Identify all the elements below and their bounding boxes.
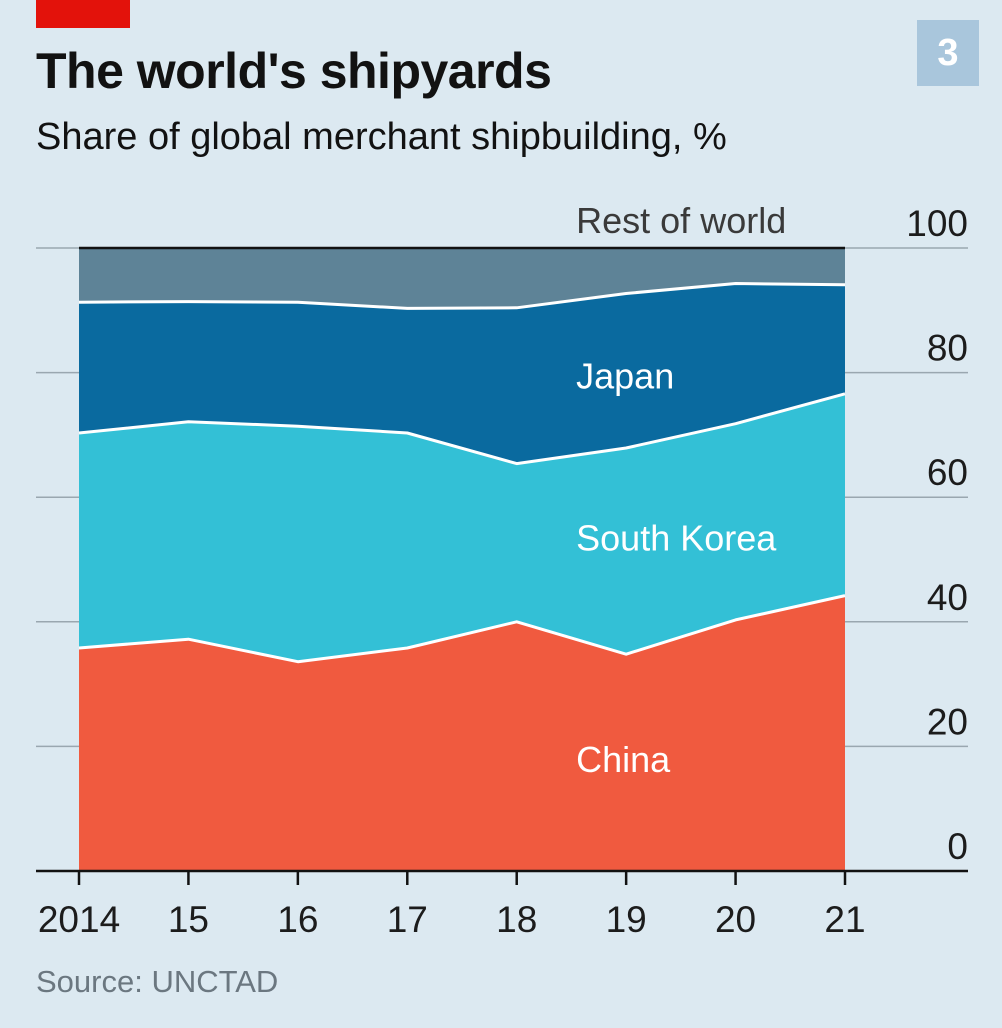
boundary-japan <box>78 282 846 310</box>
boundary-south-korea <box>78 392 846 466</box>
y-tick-label-20: 20 <box>927 701 968 742</box>
axes: 0 20 40 60 80 100 2014 15 16 17 18 19 20 21 <box>36 203 968 940</box>
series-boundaries <box>78 246 846 664</box>
area-rest-of-world <box>79 248 845 309</box>
brand-tag <box>36 0 130 28</box>
area-south-korea <box>79 393 845 662</box>
chart-subtitle: Share of global merchant shipbuilding, % <box>36 116 727 158</box>
x-tick-label-20: 20 <box>715 899 756 940</box>
series-label-china: China <box>576 739 671 780</box>
chart-title: The world's shipyards <box>36 43 552 99</box>
x-tick-label-19: 19 <box>606 899 647 940</box>
y-tick-label-40: 40 <box>927 577 968 618</box>
area-series <box>79 248 845 871</box>
area-china <box>79 595 845 871</box>
source-note: Source: UNCTAD <box>36 964 279 999</box>
y-tick-label-60: 60 <box>927 452 968 493</box>
area-japan <box>79 283 845 464</box>
x-tick-label-21: 21 <box>824 899 865 940</box>
x-tick-label-15: 15 <box>168 899 209 940</box>
x-tick-label-18: 18 <box>496 899 537 940</box>
series-label-japan: Japan <box>576 356 674 397</box>
series-labels: China South Korea Japan Rest of world <box>576 200 786 780</box>
chart-number-badge: 3 <box>917 20 979 86</box>
x-tick-label-16: 16 <box>277 899 318 940</box>
series-label-rest-of-world: Rest of world <box>576 200 786 241</box>
x-tick-label-17: 17 <box>387 899 428 940</box>
series-label-south-korea: South Korea <box>576 518 777 559</box>
boundary-china <box>78 594 846 664</box>
x-tick-label-2014: 2014 <box>38 899 120 940</box>
y-tick-label-100: 100 <box>906 203 968 244</box>
y-tick-label-80: 80 <box>927 328 968 369</box>
y-tick-label-0: 0 <box>947 826 968 867</box>
